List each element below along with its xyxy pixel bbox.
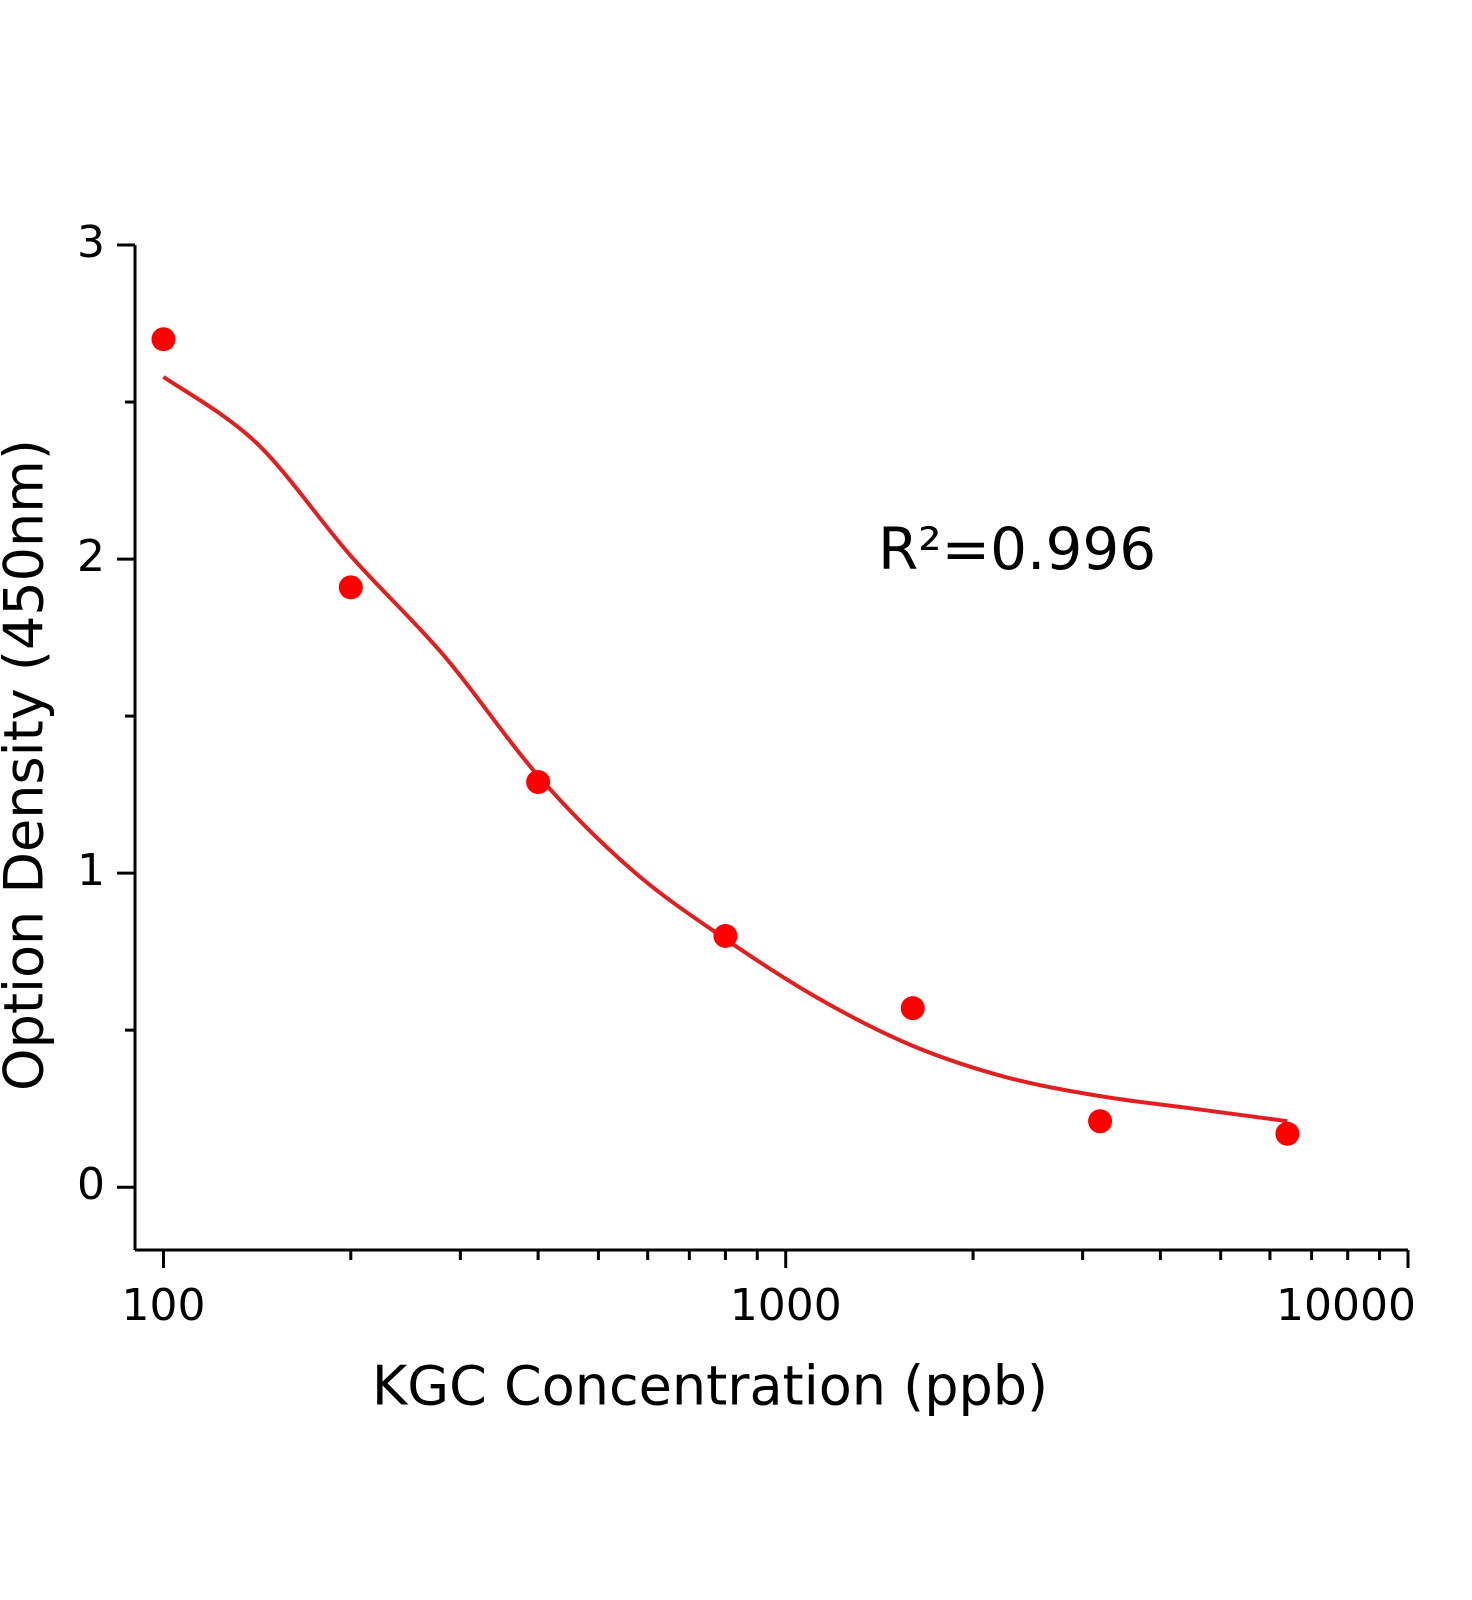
- annotation: R²=0.996: [878, 515, 1156, 583]
- data-point: [338, 575, 363, 600]
- data-point: [151, 327, 176, 352]
- fit-curve: [162, 375, 1288, 1124]
- y-tick-label: 1: [77, 845, 105, 896]
- y-axis-title: Option Density (450nm): [0, 439, 56, 1091]
- data-point: [713, 923, 738, 948]
- x-tick-label: 10000: [1276, 1280, 1416, 1331]
- data-point: [1088, 1109, 1113, 1134]
- data-point: [1275, 1121, 1300, 1146]
- x-tick-label: 100: [121, 1280, 205, 1331]
- y-tick-label: 2: [77, 531, 105, 582]
- y-tick-label: 3: [77, 217, 105, 268]
- x-axis-title: KGC Concentration (ppb): [372, 1355, 1048, 1418]
- data-point: [526, 770, 551, 795]
- data-point: [900, 996, 925, 1021]
- y-tick-label: 0: [77, 1159, 105, 1210]
- x-tick-label: 1000: [730, 1280, 842, 1331]
